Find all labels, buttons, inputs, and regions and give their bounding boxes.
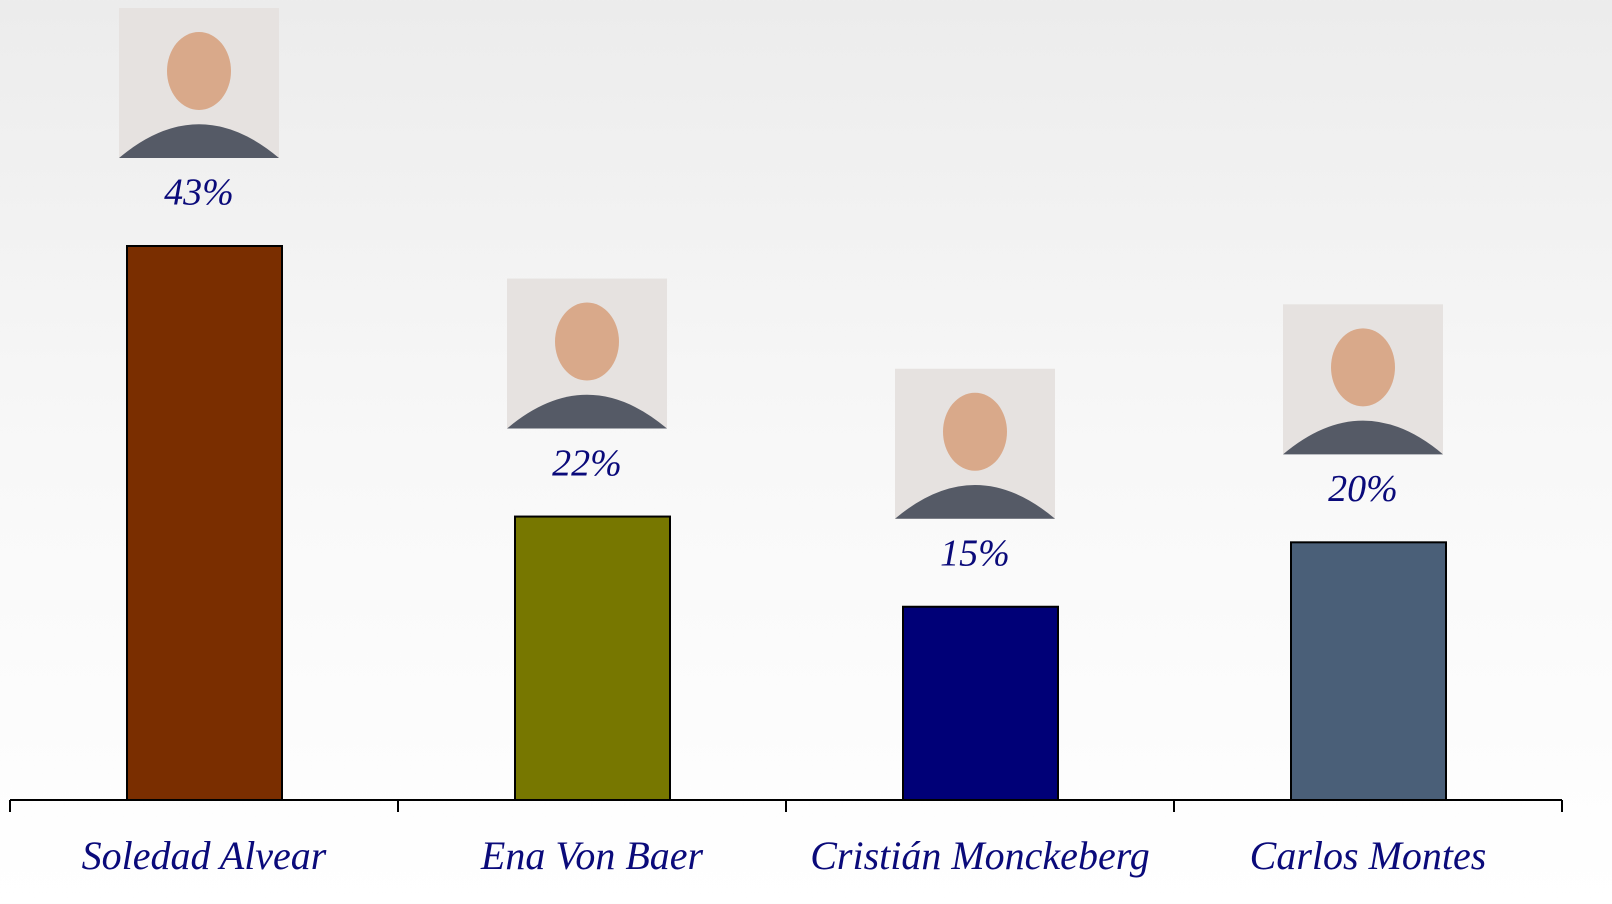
photo-shoulders <box>119 124 279 158</box>
x-tick-label: Ena Von Baer <box>480 833 704 878</box>
bar <box>126 245 283 801</box>
photo-shoulders <box>1283 420 1443 455</box>
photo <box>895 368 1055 519</box>
bar <box>1290 541 1447 801</box>
photo-shoulders <box>507 394 667 429</box>
bar <box>902 605 1059 802</box>
bar <box>514 515 671 802</box>
photo <box>1283 304 1443 455</box>
photo-head <box>1331 328 1395 407</box>
photo-head <box>555 302 619 381</box>
value-label: 22% <box>552 442 622 484</box>
photo <box>507 278 667 429</box>
photo-shoulders <box>895 484 1055 519</box>
photo-head <box>167 32 231 110</box>
x-tick-label: Cristián Monckeberg <box>810 833 1150 878</box>
value-label: 43% <box>164 172 234 214</box>
value-label: 15% <box>940 532 1010 574</box>
photo-head <box>943 392 1007 471</box>
x-tick-label: Carlos Montes <box>1250 833 1487 878</box>
value-label: 20% <box>1328 468 1398 510</box>
photo <box>119 8 279 158</box>
x-tick-label: Soledad Alvear <box>82 833 327 878</box>
